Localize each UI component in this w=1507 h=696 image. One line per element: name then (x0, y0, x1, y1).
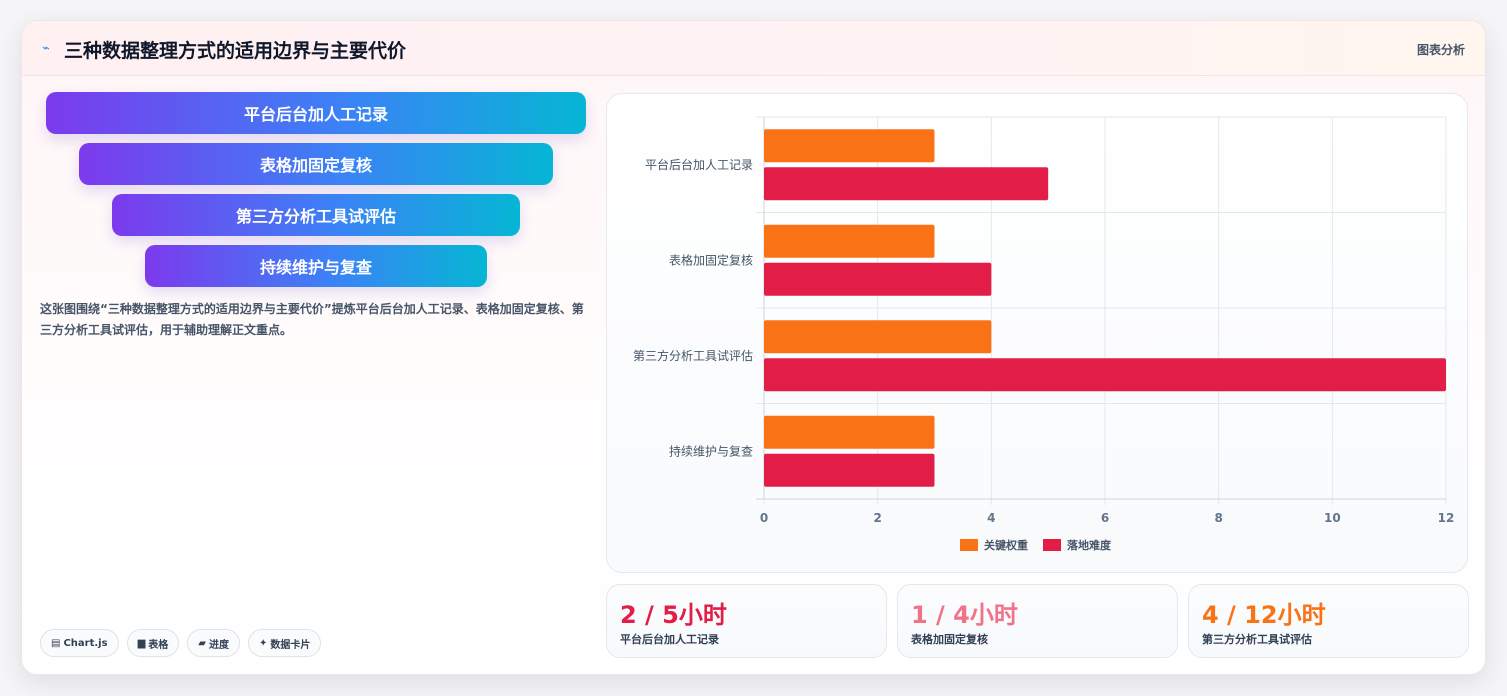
funnel-item-4: 持续维护与复查 (145, 245, 487, 287)
chart-icon: ▤ (51, 637, 61, 649)
x-tick-label: 2 (873, 511, 881, 525)
y-tick-label: 第三方分析工具试评估 (633, 348, 753, 363)
feature-chips: ▤ Chart.js ▆ 表格 ▰ 进度 ✦ 数据卡片 (40, 629, 322, 657)
y-tick-label: 表格加固定复核 (669, 252, 753, 267)
legend-swatch (1043, 539, 1061, 551)
chip-chartjs[interactable]: ▤ Chart.js (40, 629, 119, 657)
bar (764, 320, 992, 354)
funnel-item-label: 表格加固定复核 (259, 156, 372, 175)
sparkle-icon: ✦ (258, 637, 268, 649)
bar (764, 415, 935, 449)
stat-value: 2 / 5小时 (620, 601, 727, 629)
bar (764, 453, 935, 487)
stat-label: 平台后台加人工记录 (620, 633, 719, 646)
funnel-item-1: 平台后台加人工记录 (46, 92, 586, 134)
stat-card-3: 4 / 12小时 第三方分析工具试评估 (1188, 584, 1469, 658)
stat-label: 表格加固定复核 (911, 633, 988, 646)
funnel-item-label: 持续维护与复查 (259, 258, 372, 277)
bar-chart-panel: 0 2 4 6 8 10 12 平台后台加人工记录表格加固定复核第三方分析工具试评估持续维护与… (606, 93, 1468, 573)
sparkline-icon: ⌁ (42, 41, 50, 56)
chip-label: 数据卡片 (270, 639, 311, 651)
page-title: 三种数据整理方式的适用边界与主要代价 (64, 40, 407, 62)
chip-progress[interactable]: ▰ 进度 (187, 629, 240, 657)
bar-chart: 0 2 4 6 8 10 12 平台后台加人工记录表格加固定复核第三方分析工具试评估持续维护与… (633, 116, 1455, 552)
y-tick-label: 平台后台加人工记录 (645, 157, 753, 172)
stat-value: 4 / 12小时 (1202, 601, 1326, 629)
y-tick-label: 持续维护与复查 (669, 443, 753, 458)
bar (764, 358, 1446, 392)
chart-description: 这张图围绕“三种数据整理方式的适用边界与主要代价”提炼平台后台加人工记录、表格加… (40, 302, 584, 337)
legend-swatch (960, 539, 978, 551)
x-tick-label: 0 (760, 511, 768, 525)
chip-label: 进度 (208, 639, 229, 651)
funnel-item-2: 表格加固定复核 (79, 143, 553, 185)
legend-label: 关键权重 (984, 538, 1028, 552)
x-tick-label: 10 (1324, 511, 1341, 525)
bar (764, 224, 935, 258)
x-tick-label: 12 (1438, 511, 1455, 525)
card-header: ⌁ 三种数据整理方式的适用边界与主要代价 图表分析 (22, 21, 1485, 76)
bar (764, 129, 935, 163)
stat-card-1: 2 / 5小时 平台后台加人工记录 (606, 584, 887, 658)
progress-icon: ▰ (198, 637, 206, 649)
stat-label: 第三方分析工具试评估 (1202, 633, 1312, 646)
x-tick-label: 6 (1101, 511, 1109, 525)
x-tick-label: 4 (987, 511, 995, 525)
table-icon: ▆ (137, 637, 146, 649)
stat-card-2: 1 / 4小时 表格加固定复核 (897, 584, 1178, 658)
chart-analysis-tag: 图表分析 (1416, 43, 1465, 57)
chip-label: Chart.js (63, 637, 108, 649)
funnel-item-label: 平台后台加人工记录 (243, 105, 388, 124)
chart-card: ⌁ 三种数据整理方式的适用边界与主要代价 图表分析 平台后台加人工记录 表格加固… (21, 20, 1486, 675)
bar (764, 262, 992, 296)
funnel-item-3: 第三方分析工具试评估 (112, 194, 520, 236)
bar (764, 167, 1049, 201)
chip-label: 表格 (148, 639, 169, 651)
chip-table[interactable]: ▆ 表格 (126, 629, 180, 657)
legend-label: 落地难度 (1067, 538, 1112, 552)
stat-value: 1 / 4小时 (911, 601, 1018, 629)
funnel-item-label: 第三方分析工具试评估 (235, 207, 396, 226)
chip-data-card[interactable]: ✦ 数据卡片 (247, 629, 322, 657)
x-tick-label: 8 (1214, 511, 1222, 525)
